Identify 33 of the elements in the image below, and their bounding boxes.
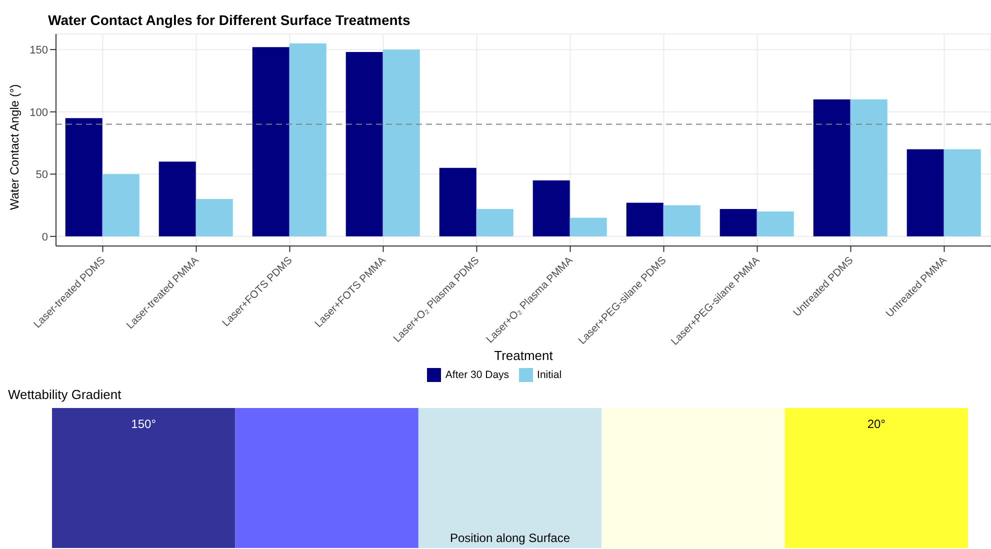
bar — [346, 52, 383, 236]
text: 20° — [867, 417, 886, 431]
bar — [756, 211, 794, 236]
y-tick-label: 50 — [36, 169, 48, 182]
y-axis-title: Water Contact Angle (°) — [7, 84, 22, 210]
bar — [439, 168, 476, 236]
bar — [289, 43, 326, 236]
bar — [196, 199, 233, 236]
legend-label: Initial — [537, 368, 562, 381]
text: 150° — [131, 417, 156, 431]
bar — [476, 209, 514, 236]
x-axis-title: Treatment — [494, 348, 554, 363]
bar — [813, 99, 850, 236]
y-tick-label: 150 — [30, 44, 48, 56]
bar — [720, 209, 757, 236]
chart-title: Water Contact Angles for Different Surface Treatments — [47, 11, 412, 30]
bar — [252, 47, 290, 236]
bar — [850, 99, 888, 236]
bar — [65, 118, 102, 236]
bar — [158, 162, 196, 236]
text: Position along Surface — [450, 531, 570, 545]
y-tick-label: 100 — [30, 106, 48, 119]
bar — [944, 149, 981, 236]
bar — [102, 174, 140, 236]
bar — [906, 149, 944, 236]
bar — [532, 180, 570, 236]
bar — [382, 50, 420, 236]
y-tick-label: 0 — [42, 231, 48, 244]
text: Wettability Gradient — [8, 386, 122, 404]
bar — [626, 202, 664, 236]
bar — [663, 205, 700, 236]
bar — [570, 218, 607, 236]
legend-label: After 30 Days — [445, 368, 510, 381]
